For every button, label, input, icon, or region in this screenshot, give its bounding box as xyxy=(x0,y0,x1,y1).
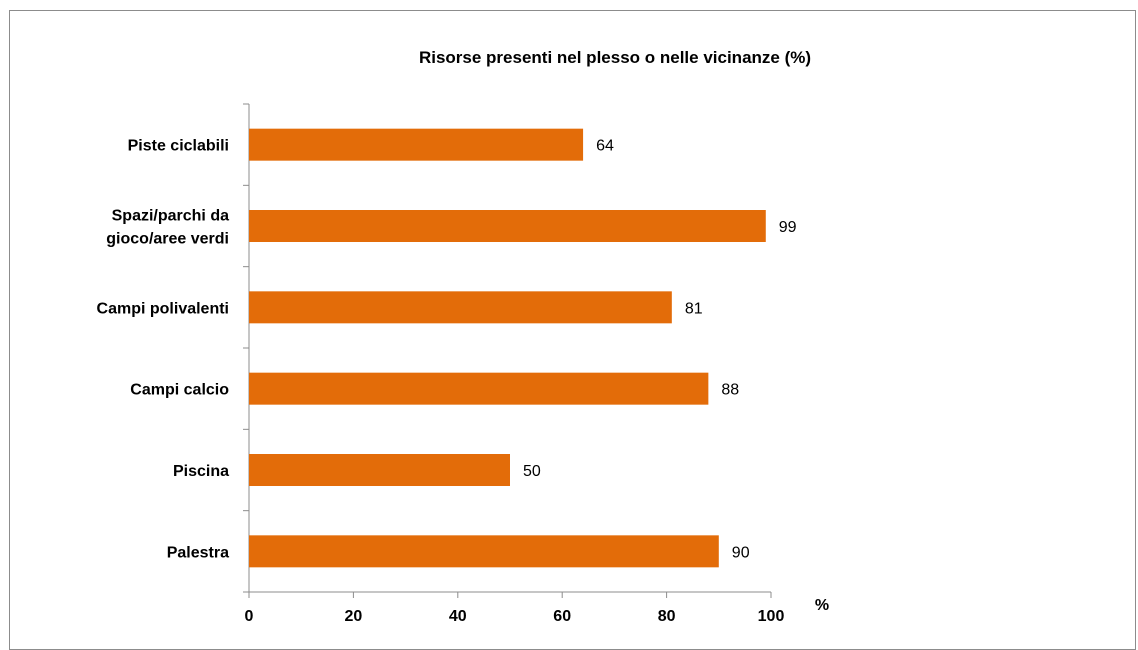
x-tick-label: 100 xyxy=(758,608,785,625)
chart-labels: 0 20 40 60 80 100% 64 Piste ciclabili 99 Spazi/pa… xyxy=(97,138,830,625)
x-axis-unit-label: % xyxy=(815,597,829,614)
data-label: 64 xyxy=(596,138,614,155)
bar xyxy=(249,535,719,568)
chart-bars xyxy=(249,128,766,568)
x-tick-label: 20 xyxy=(345,608,363,625)
data-label: 88 xyxy=(721,382,739,399)
chart-title: Risorse presenti nel plesso o nelle vici… xyxy=(418,48,812,67)
bar xyxy=(249,210,766,242)
x-tick-label: 60 xyxy=(553,608,571,625)
category-label: Campi calcio xyxy=(130,382,229,399)
bar xyxy=(249,454,510,486)
x-tick-label: 80 xyxy=(658,608,676,625)
category-label: Campi polivalenti xyxy=(97,300,229,317)
x-tick-label: 0 xyxy=(245,608,254,625)
data-label: 99 xyxy=(779,219,797,236)
chart-axes xyxy=(243,103,772,598)
category-label: gioco/aree verdi xyxy=(106,231,229,248)
category-label: Piste ciclabili xyxy=(128,138,229,155)
category-label: Palestra xyxy=(167,544,229,561)
bar xyxy=(249,291,672,324)
data-label: 81 xyxy=(685,300,703,317)
category-label: Piscina xyxy=(173,463,229,480)
bar xyxy=(249,128,584,161)
data-label: 90 xyxy=(732,544,750,561)
data-label: 50 xyxy=(523,463,541,480)
bar xyxy=(249,372,709,405)
category-label: Spazi/parchi da xyxy=(112,208,229,225)
x-tick-label: 40 xyxy=(449,608,467,625)
